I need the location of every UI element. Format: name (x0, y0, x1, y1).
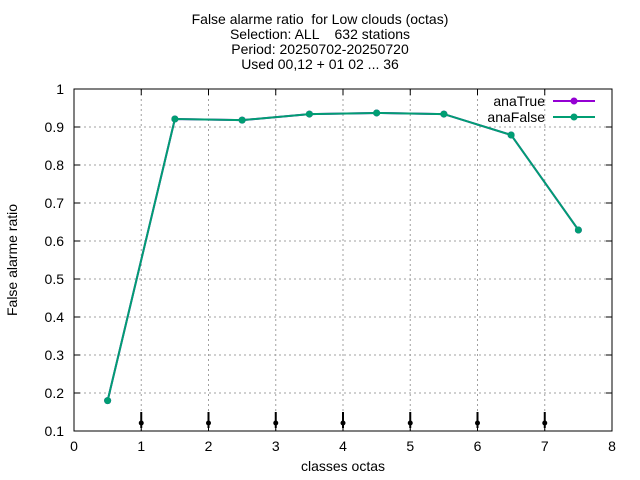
x-tick-label: 8 (608, 438, 616, 454)
bottom-marker-dot (407, 420, 413, 426)
title-line-3: Period: 20250702-20250720 (231, 41, 409, 57)
series-layer (104, 109, 582, 405)
y-axis-label: False alarme ratio (4, 204, 20, 316)
bottom-marker-dot (138, 420, 144, 426)
x-tick-label: 4 (339, 438, 347, 454)
x-tick-label: 6 (474, 438, 482, 454)
y-tick-label: 0.6 (45, 233, 65, 249)
legend-label-anaFalse: anaFalse (487, 109, 545, 125)
data-point-anaFalse (238, 116, 246, 124)
axis-ticks: 0 1 2 3 4 5 6 7 8 0.1 0.2 0.3 0.4 0.5 0.6 0.7 0.8 0.9 1 (45, 81, 617, 454)
bottom-marker-dot (542, 420, 548, 426)
title-line-4: Used 00,12 + 01 02 ... 36 (241, 56, 399, 72)
y-tick-label: 0.2 (45, 385, 65, 401)
y-tick-label: 0.4 (45, 309, 65, 325)
bottom-marker-dot (340, 420, 346, 426)
data-point-anaFalse (104, 397, 112, 405)
title-line-2: Selection: ALL 632 stations (229, 26, 411, 42)
y-tick-label: 0.5 (45, 271, 65, 287)
y-tick-label: 0.1 (45, 423, 65, 439)
grid (74, 89, 612, 431)
y-tick-label: 0.7 (45, 195, 65, 211)
x-tick-label: 2 (205, 438, 213, 454)
y-tick-label: 0.3 (45, 347, 65, 363)
x-tick-label: 3 (272, 438, 280, 454)
legend-marker-anaFalse (570, 113, 578, 121)
x-tick-label: 7 (541, 438, 549, 454)
bottom-markers (138, 412, 548, 428)
y-tick-label: 0.8 (45, 157, 65, 173)
data-point-anaFalse (507, 131, 515, 139)
x-tick-label: 5 (406, 438, 414, 454)
legend-marker-anaTrue (570, 97, 578, 105)
x-tick-label: 1 (137, 438, 145, 454)
series-line-anaFalse (106, 111, 580, 401)
bottom-marker-dot (475, 420, 480, 426)
x-axis-label: classes octas (301, 458, 385, 474)
bottom-marker-dot (206, 420, 211, 426)
data-point-anaFalse (574, 226, 582, 234)
title-line-1: False alarme ratio for Low clouds (octas… (191, 11, 449, 27)
x-tick-label: 0 (70, 438, 78, 454)
data-point-anaFalse (305, 110, 313, 118)
data-point-anaFalse (171, 115, 179, 123)
series-line-anaTrue (106, 111, 580, 401)
data-point-anaFalse (440, 110, 448, 118)
y-tick-label: 0.9 (45, 119, 65, 135)
y-tick-label: 1 (56, 81, 64, 97)
bottom-marker-dot (273, 420, 279, 426)
data-point-anaFalse (373, 109, 381, 117)
legend-label-anaTrue: anaTrue (493, 93, 545, 109)
